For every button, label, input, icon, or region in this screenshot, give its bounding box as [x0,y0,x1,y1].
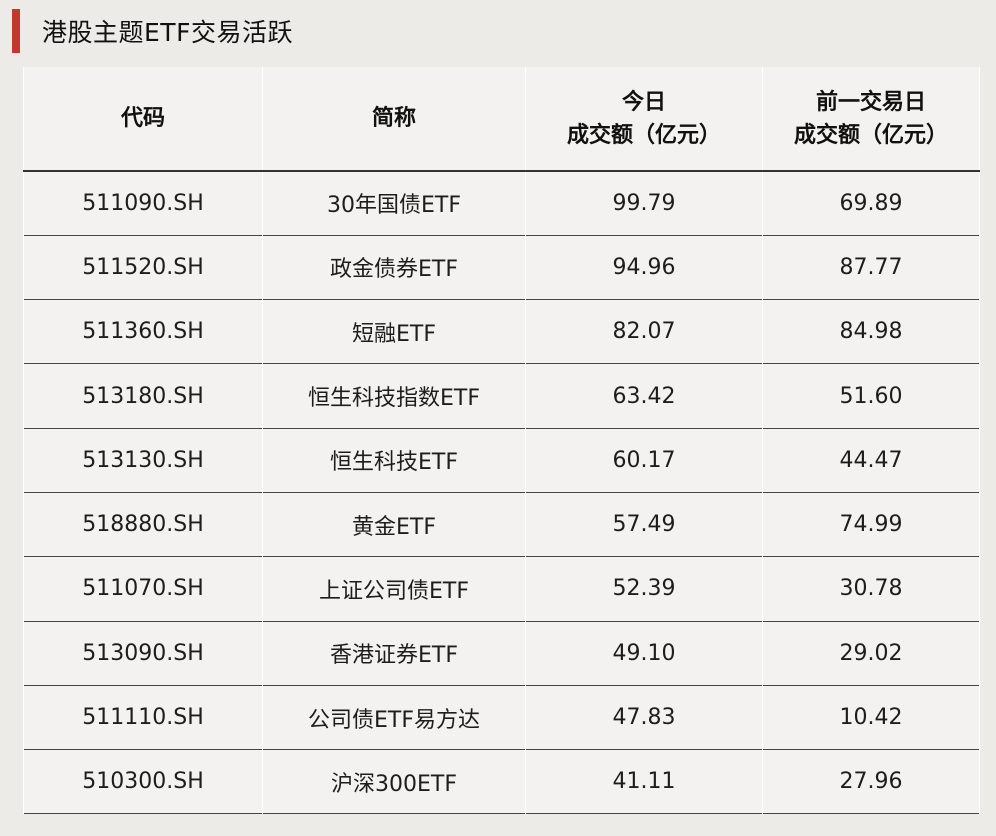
cell-today-turnover: 94.96 [525,235,763,300]
table-row: 513130.SH 恒生科技ETF 60.17 44.47 [23,428,980,493]
cell-prev-turnover: 69.89 [762,171,980,236]
cell-today-turnover: 99.79 [525,171,763,236]
cell-name: 恒生科技ETF [262,428,526,493]
table-body: 511090.SH 30年国债ETF 99.79 69.89 511520.SH 政金债券… [23,171,980,814]
cell-name: 30年国债ETF [262,171,526,236]
cell-code: 513180.SH [23,363,263,429]
cell-code: 518880.SH [23,492,263,557]
header-today-line1: 今日 [621,89,666,115]
header-today-turnover: 今日 成交额（亿元） [525,67,763,171]
cell-today-turnover: 49.10 [525,621,763,686]
cell-prev-turnover: 44.47 [762,428,980,493]
header-prev-turnover: 前一交易日 成交额（亿元） [762,67,980,171]
cell-prev-turnover: 87.77 [762,235,980,300]
title-bar: 港股主题ETF交易活跃 [12,8,293,54]
cell-name: 黄金ETF [262,492,526,557]
header-today-line2: 成交额（亿元） [566,122,721,148]
cell-today-turnover: 47.83 [525,685,763,750]
cell-today-turnover: 63.42 [525,363,763,429]
cell-name: 恒生科技指数ETF [262,363,526,429]
cell-today-turnover: 82.07 [525,299,763,364]
cell-name: 沪深300ETF [262,749,526,814]
cell-code: 513090.SH [23,621,263,686]
table-row: 518880.SH 黄金ETF 57.49 74.99 [23,492,980,557]
table-row: 510300.SH 沪深300ETF 41.11 27.96 [23,749,980,814]
header-name-label: 简称 [371,106,416,131]
cell-prev-turnover: 10.42 [762,685,980,750]
table-row: 511520.SH 政金债券ETF 94.96 87.77 [23,235,980,300]
cell-prev-turnover: 84.98 [762,299,980,364]
cell-prev-turnover: 51.60 [762,363,980,429]
cell-prev-turnover: 27.96 [762,749,980,814]
cell-code: 510300.SH [23,749,263,814]
cell-today-turnover: 60.17 [525,428,763,493]
header-prev-line2: 成交额（亿元） [793,122,948,148]
table-row: 513180.SH 恒生科技指数ETF 63.42 51.60 [23,363,980,429]
table-header-row: 代码 简称 今日 成交额（亿元） 前一交易日 成交额（亿元） [23,67,980,171]
cell-name: 短融ETF [262,299,526,364]
cell-today-turnover: 41.11 [525,749,763,814]
cell-code: 511360.SH [23,299,263,364]
cell-today-turnover: 52.39 [525,556,763,622]
cell-code: 511090.SH [23,171,263,236]
cell-prev-turnover: 29.02 [762,621,980,686]
header-name: 简称 [262,67,526,171]
cell-name: 公司债ETF易方达 [262,685,526,750]
table-row: 511070.SH 上证公司债ETF 52.39 30.78 [23,556,980,622]
table-row: 511110.SH 公司债ETF易方达 47.83 10.42 [23,685,980,750]
header-code: 代码 [23,67,263,171]
cell-name: 上证公司债ETF [262,556,526,622]
cell-code: 511070.SH [23,556,263,622]
cell-today-turnover: 57.49 [525,492,763,557]
cell-prev-turnover: 30.78 [762,556,980,622]
table-row: 511360.SH 短融ETF 82.07 84.98 [23,299,980,364]
cell-name: 政金债券ETF [262,235,526,300]
title-accent-bar [12,9,20,53]
cell-code: 511110.SH [23,685,263,750]
header-prev-line1: 前一交易日 [815,89,926,115]
cell-code: 513130.SH [23,428,263,493]
table-row: 511090.SH 30年国债ETF 99.79 69.89 [23,171,980,236]
cell-prev-turnover: 74.99 [762,492,980,557]
page-title: 港股主题ETF交易活跃 [42,18,293,47]
cell-name: 香港证券ETF [262,621,526,686]
header-code-label: 代码 [120,106,165,131]
etf-table: 代码 简称 今日 成交额（亿元） 前一交易日 成交额（亿元） 511090.SH… [23,67,980,815]
table-row: 513090.SH 香港证券ETF 49.10 29.02 [23,621,980,686]
cell-code: 511520.SH [23,235,263,300]
